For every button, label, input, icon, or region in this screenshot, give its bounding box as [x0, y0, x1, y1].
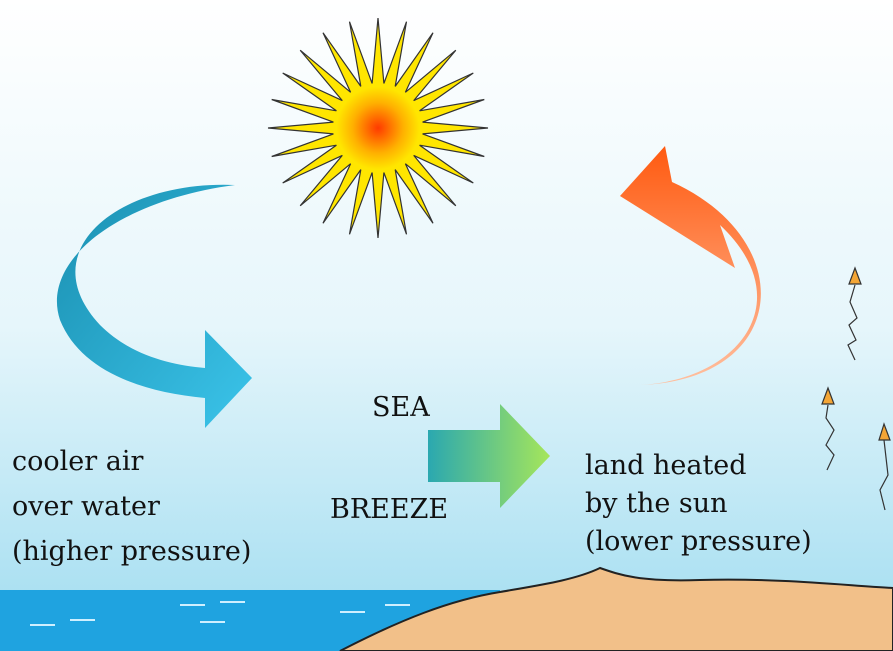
waves — [30, 601, 410, 626]
left-label: cooler air — [12, 446, 143, 477]
right-label: (lower pressure) — [585, 526, 812, 557]
land — [339, 566, 893, 651]
breeze-label: BREEZE — [330, 494, 448, 525]
sea-label: SEA — [372, 392, 430, 423]
right-label: land heated — [585, 450, 747, 481]
sun — [336, 86, 420, 170]
left-label: (higher pressure) — [12, 536, 251, 567]
breeze-arrow — [428, 404, 550, 508]
warm-air-arrow — [620, 146, 761, 385]
left-label: over water — [12, 491, 160, 522]
heat-arrows — [821, 266, 891, 511]
cool-air-arrow — [56, 184, 252, 428]
right-label: by the sun — [585, 488, 728, 519]
